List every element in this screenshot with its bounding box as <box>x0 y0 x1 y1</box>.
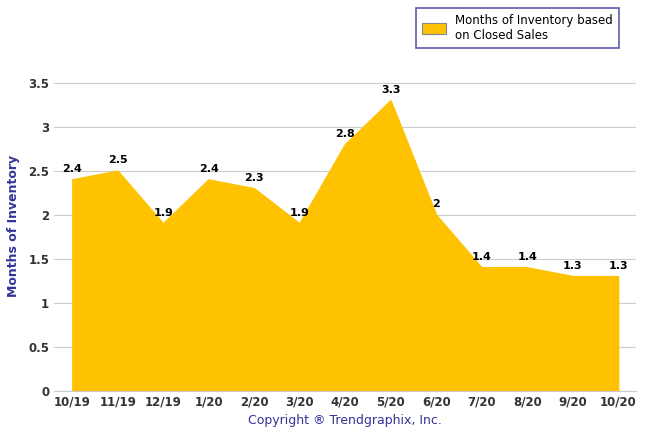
Y-axis label: Months of Inventory: Months of Inventory <box>7 155 20 297</box>
Text: 2.4: 2.4 <box>199 164 219 174</box>
Legend: Months of Inventory based
on Closed Sales: Months of Inventory based on Closed Sale… <box>416 8 619 48</box>
Text: 1.4: 1.4 <box>472 252 492 262</box>
Text: 2.8: 2.8 <box>335 129 355 139</box>
Text: 2.5: 2.5 <box>108 155 128 165</box>
Text: 2.3: 2.3 <box>244 173 264 183</box>
X-axis label: Copyright ® Trendgraphix, Inc.: Copyright ® Trendgraphix, Inc. <box>248 414 442 427</box>
Text: 1.3: 1.3 <box>609 261 628 271</box>
Text: 2: 2 <box>432 199 440 209</box>
Text: 1.3: 1.3 <box>563 261 583 271</box>
Text: 1.4: 1.4 <box>517 252 537 262</box>
Text: 1.9: 1.9 <box>153 208 173 218</box>
Text: 1.9: 1.9 <box>290 208 309 218</box>
Text: 2.4: 2.4 <box>63 164 82 174</box>
Text: 3.3: 3.3 <box>381 85 401 95</box>
